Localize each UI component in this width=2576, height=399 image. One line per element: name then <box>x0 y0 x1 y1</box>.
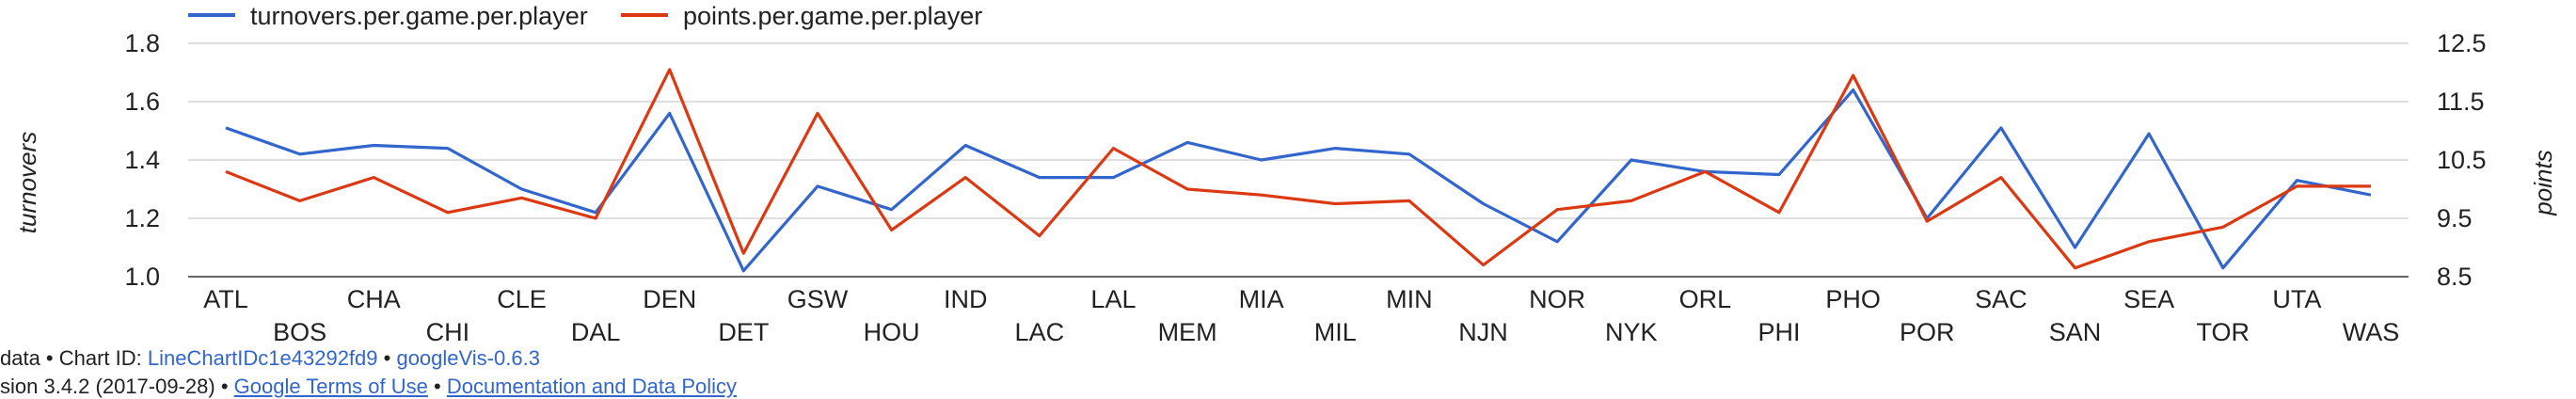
y-tick-label: 1.0 <box>124 263 160 291</box>
x-tick-label: CHA <box>347 285 401 313</box>
line-chart: 1.8 1.6 1.4 1.2 1.0 12.5 11.5 10.5 9.5 8.5 ATL BO… <box>13 2 2557 346</box>
googlevis-link[interactable]: googleVis-0.6.3 <box>396 346 540 370</box>
gridlines <box>188 42 2409 278</box>
x-tick-label: NJN <box>1458 318 1508 346</box>
y-tick-label: 1.2 <box>124 204 160 232</box>
legend-label[interactable]: turnovers.per.game.per.player <box>250 2 588 30</box>
y2-tick-label: 10.5 <box>2437 146 2487 174</box>
x-axis-ticks: ATL BOS CHA CHI CLE DAL DEN DET GSW HOU IND LAC LAL M… <box>203 285 2399 346</box>
x-tick-label: SEA <box>2123 285 2174 313</box>
footer-line-1: data • Chart ID: LineChartIDc1e43292fd9 … <box>0 346 540 371</box>
legend[interactable]: turnovers.per.game.per.player points.per.… <box>188 2 982 30</box>
x-tick-label: CHI <box>426 318 470 346</box>
y-axis-label: turnovers <box>13 132 41 233</box>
footer-prefix: data • Chart ID: <box>0 346 148 370</box>
x-tick-label: DAL <box>571 318 621 346</box>
x-tick-label: PHO <box>1825 285 1881 313</box>
x-tick-label: NYK <box>1605 318 1658 346</box>
y-tick-label: 1.6 <box>124 88 160 116</box>
left-axis-ticks: 1.8 1.6 1.4 1.2 1.0 <box>124 29 160 291</box>
legend-label[interactable]: points.per.game.per.player <box>683 2 982 30</box>
x-tick-label: UTA <box>2272 285 2321 313</box>
x-tick-label: SAN <box>2049 318 2102 346</box>
series-line-2 <box>225 68 2371 270</box>
x-tick-label: ORL <box>1679 285 1732 313</box>
x-tick-label: MIN <box>1386 285 1433 313</box>
x-tick-label: GSW <box>787 285 849 313</box>
y-tick-label: 1.8 <box>124 29 160 57</box>
documentation-link[interactable]: Documentation and Data Policy <box>446 375 737 398</box>
footer-version: sion 3.4.2 (2017-09-28) • <box>0 375 234 398</box>
x-tick-label: MIL <box>1314 318 1357 346</box>
x-tick-label: DEN <box>643 285 696 313</box>
series-lines <box>225 68 2372 273</box>
y2-tick-label: 9.5 <box>2437 204 2473 232</box>
x-tick-label: CLE <box>497 285 547 313</box>
footer-sep-2: • <box>427 375 447 398</box>
y2-tick-label: 12.5 <box>2437 29 2487 57</box>
y2-tick-label: 8.5 <box>2437 263 2473 291</box>
footer-sep: • <box>377 346 397 370</box>
x-tick-label: MEM <box>1158 318 1217 346</box>
series-line-1 <box>225 88 2372 273</box>
x-tick-label: MIA <box>1239 285 1284 313</box>
y2-tick-label: 11.5 <box>2437 88 2485 116</box>
x-tick-label: POR <box>1900 318 1955 346</box>
x-tick-label: BOS <box>273 318 326 346</box>
x-tick-label: ATL <box>203 285 248 313</box>
y-tick-label: 1.4 <box>124 146 160 174</box>
y2-axis-label: points <box>2529 150 2557 215</box>
x-tick-label: TOR <box>2197 318 2250 346</box>
chart-id-link[interactable]: LineChartIDc1e43292fd9 <box>147 346 378 370</box>
right-axis-ticks: 12.5 11.5 10.5 9.5 8.5 <box>2437 29 2487 291</box>
x-tick-label: SAC <box>1975 285 2027 313</box>
x-tick-label: DET <box>718 318 769 346</box>
x-tick-label: PHI <box>1758 318 1801 346</box>
x-tick-label: IND <box>944 285 988 313</box>
x-tick-label: WAS <box>2343 318 2400 346</box>
x-tick-label: HOU <box>864 318 920 346</box>
x-tick-label: NOR <box>1529 285 1585 313</box>
x-tick-label: LAC <box>1015 318 1065 346</box>
footer-line-2: sion 3.4.2 (2017-09-28) • Google Terms o… <box>0 375 737 399</box>
x-tick-label: LAL <box>1090 285 1136 313</box>
terms-of-use-link[interactable]: Google Terms of Use <box>233 375 428 398</box>
